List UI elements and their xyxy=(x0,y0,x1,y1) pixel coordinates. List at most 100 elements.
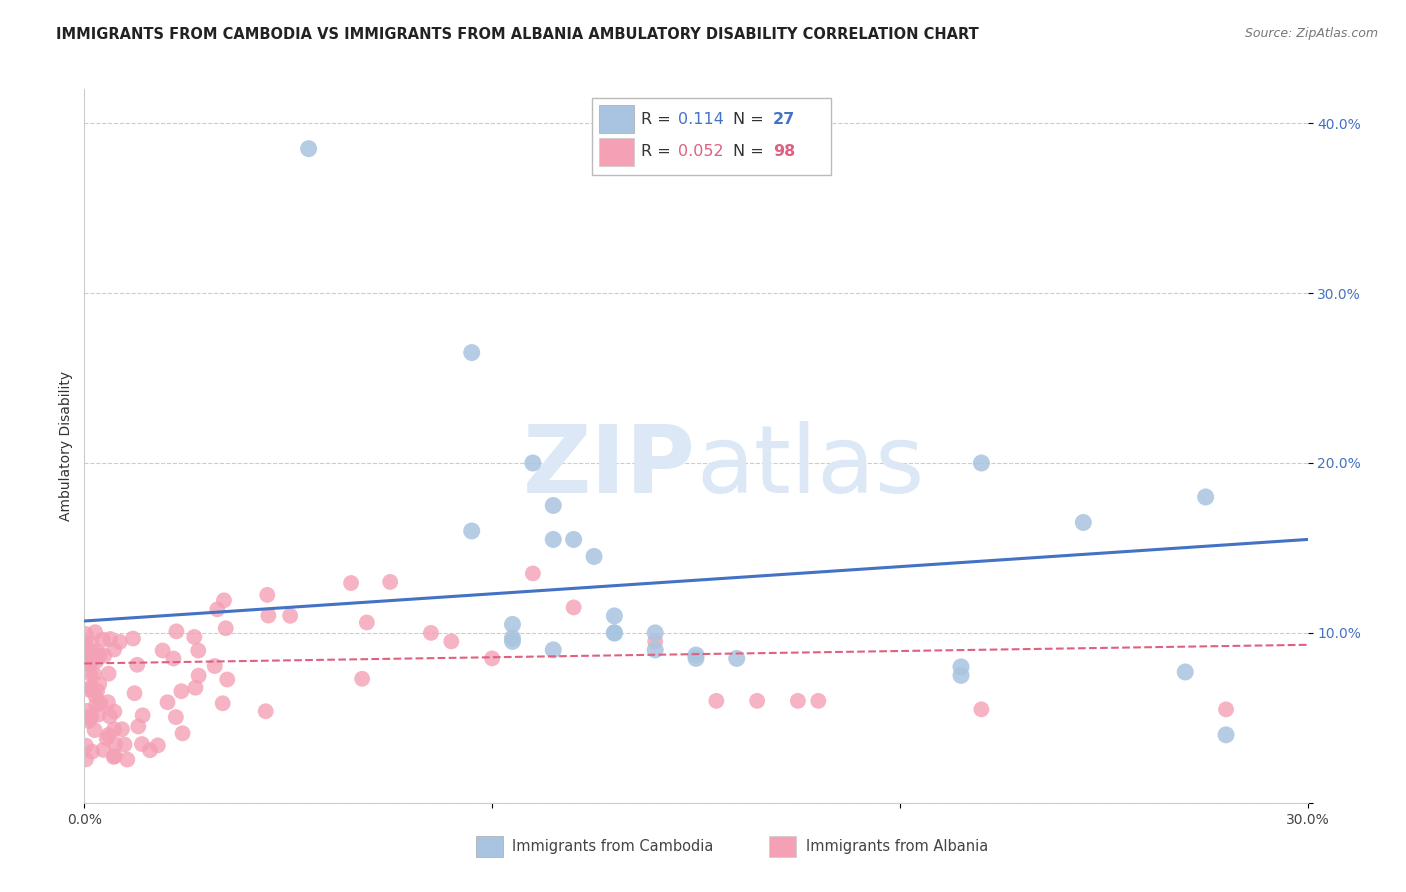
Text: Source: ZipAtlas.com: Source: ZipAtlas.com xyxy=(1244,27,1378,40)
Point xyxy=(97,728,120,742)
Text: R =: R = xyxy=(641,145,676,160)
Point xyxy=(165,624,187,639)
Point xyxy=(562,600,585,615)
Point xyxy=(970,702,993,716)
Point xyxy=(340,576,363,591)
Point xyxy=(184,681,207,695)
Point xyxy=(211,696,233,710)
Point xyxy=(207,602,229,616)
Point xyxy=(1215,702,1237,716)
Text: Immigrants from Albania: Immigrants from Albania xyxy=(806,838,988,854)
Point xyxy=(278,608,301,623)
Point xyxy=(96,731,118,746)
Point xyxy=(103,750,125,764)
Text: N =: N = xyxy=(733,112,769,127)
Point xyxy=(522,456,544,470)
Point xyxy=(91,743,114,757)
Point xyxy=(84,698,107,712)
Point xyxy=(685,651,707,665)
Point xyxy=(502,631,524,645)
Point xyxy=(644,643,666,657)
Text: 0.052: 0.052 xyxy=(678,145,723,160)
Point xyxy=(89,697,111,711)
Point xyxy=(644,626,666,640)
Point xyxy=(89,677,111,691)
Point xyxy=(725,651,748,665)
Point xyxy=(787,694,810,708)
Point xyxy=(75,648,97,663)
Point xyxy=(1215,728,1237,742)
Point xyxy=(80,711,103,725)
Point xyxy=(77,657,100,671)
Point xyxy=(80,680,103,694)
Point xyxy=(165,710,187,724)
Point xyxy=(139,743,162,757)
Point xyxy=(543,499,565,513)
Point xyxy=(124,686,146,700)
Point xyxy=(79,657,101,672)
Point xyxy=(82,745,104,759)
Point xyxy=(73,636,96,650)
Point xyxy=(146,739,169,753)
Point xyxy=(152,643,174,657)
Point xyxy=(356,615,378,630)
Point xyxy=(76,704,98,718)
Point xyxy=(114,738,136,752)
Text: IMMIGRANTS FROM CAMBODIA VS IMMIGRANTS FROM ALBANIA AMBULATORY DISABILITY CORREL: IMMIGRANTS FROM CAMBODIA VS IMMIGRANTS F… xyxy=(56,27,979,42)
Point xyxy=(77,714,100,728)
Point xyxy=(86,684,108,698)
Point xyxy=(127,657,149,672)
Text: 0.114: 0.114 xyxy=(678,112,724,127)
Point xyxy=(75,627,97,641)
Point xyxy=(111,723,134,737)
Point xyxy=(583,549,606,564)
Point xyxy=(747,694,769,708)
Point xyxy=(380,574,402,589)
Point xyxy=(254,704,277,718)
Point xyxy=(98,709,121,723)
FancyBboxPatch shape xyxy=(599,137,634,166)
Point xyxy=(76,710,98,724)
Point xyxy=(76,642,98,657)
Point xyxy=(76,650,98,665)
Point xyxy=(807,694,830,708)
Point xyxy=(98,632,121,646)
Point xyxy=(104,737,127,751)
Point xyxy=(502,634,524,648)
Point xyxy=(103,723,125,737)
Point xyxy=(420,626,443,640)
Point xyxy=(217,673,239,687)
Point xyxy=(1073,516,1095,530)
Y-axis label: Ambulatory Disability: Ambulatory Disability xyxy=(59,371,73,521)
Point xyxy=(706,694,728,708)
Point xyxy=(522,566,544,581)
Point xyxy=(87,707,110,722)
Point xyxy=(91,632,114,647)
Point xyxy=(204,659,226,673)
Point xyxy=(172,726,194,740)
Point xyxy=(84,649,107,664)
Point xyxy=(80,682,103,697)
Point xyxy=(603,626,626,640)
Point xyxy=(970,456,993,470)
Point xyxy=(950,668,973,682)
Point xyxy=(75,752,97,766)
Point xyxy=(131,737,153,751)
Point xyxy=(108,635,131,649)
Point xyxy=(80,709,103,723)
FancyBboxPatch shape xyxy=(769,836,796,857)
Point xyxy=(84,625,107,640)
Point xyxy=(298,142,321,156)
Text: ZIP: ZIP xyxy=(523,421,696,514)
Point xyxy=(257,608,280,623)
Point xyxy=(93,648,115,663)
Point xyxy=(79,654,101,668)
Point xyxy=(603,626,626,640)
Point xyxy=(127,719,149,733)
Point xyxy=(481,651,503,665)
Point xyxy=(644,634,666,648)
Point xyxy=(352,672,374,686)
Point xyxy=(440,634,463,648)
Text: atlas: atlas xyxy=(696,421,924,514)
Point xyxy=(603,608,626,623)
